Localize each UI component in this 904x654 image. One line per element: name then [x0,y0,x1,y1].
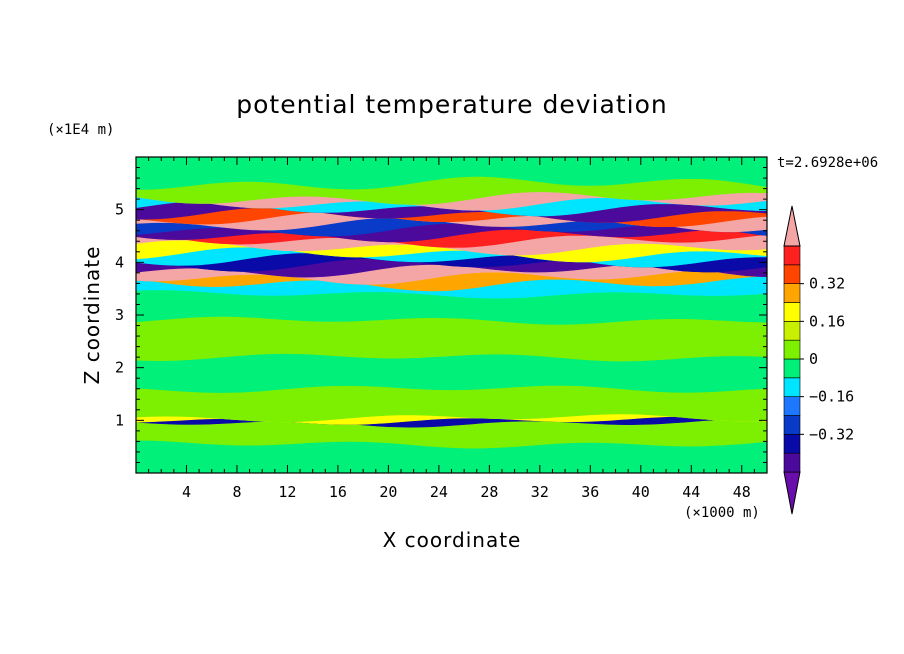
y-axis-label: Z coordinate [80,246,104,385]
y-tick-label: 3 [115,306,124,324]
colorbar-swatch [783,377,801,397]
contour-band [136,157,767,190]
x-tick-label: 36 [581,483,599,501]
colorbar-swatch [783,415,801,435]
x-tick-label: 48 [733,483,751,501]
x-tick-label: 40 [632,483,650,501]
chart-title: potential temperature deviation [236,90,667,119]
x-tick-label: 20 [379,483,397,501]
colorbar-swatch [783,396,801,416]
colorbar-swatch [783,434,801,454]
colorbar-label: −0.16 [809,388,854,406]
colorbar-label: 0 [809,350,818,368]
colorbar-min-arrow [783,471,801,515]
x-axis-label: X coordinate [383,528,522,552]
y-unit-label: (×1E4 m) [47,122,114,138]
colorbar-label: 0.16 [809,312,845,330]
time-label: t=2.6928e+06 [777,155,878,171]
colorbar-swatch [783,358,801,379]
x-tick-label: 44 [682,483,700,501]
x-tick-label: 16 [329,483,347,501]
colorbar: 0.32 0.16 0 −0.16 −0.32 [783,205,854,515]
colorbar-swatch [783,452,801,473]
x-tick-label: 4 [182,483,191,501]
colorbar-max-arrow [783,205,801,247]
colorbar-swatch [783,321,801,341]
colorbar-swatch [783,302,801,322]
colorbar-swatch [783,339,801,360]
contour-band [136,353,767,393]
y-axis: 1 2 3 4 5 [115,167,767,463]
y-tick-label: 1 [115,411,124,429]
colorbar-label: −0.32 [809,425,854,443]
x-tick-label: 28 [480,483,498,501]
x-tick-label: 24 [430,483,448,501]
x-tick-label: 32 [531,483,549,501]
x-unit-label: (×1000 m) [684,505,760,521]
y-tick-label: 4 [115,253,124,271]
contour-band [136,316,767,362]
colorbar-swatch [783,283,801,303]
contour-field [136,157,767,473]
colorbar-swatch [783,245,801,266]
x-axis: 4 8 12 16 20 24 28 32 36 40 44 48 [148,157,755,501]
x-tick-label: 8 [232,483,241,501]
y-tick-label: 2 [115,359,124,377]
y-tick-label: 5 [115,201,124,219]
colorbar-swatch [783,264,801,284]
colorbar-label: 0.32 [809,275,845,293]
x-tick-label: 12 [278,483,296,501]
